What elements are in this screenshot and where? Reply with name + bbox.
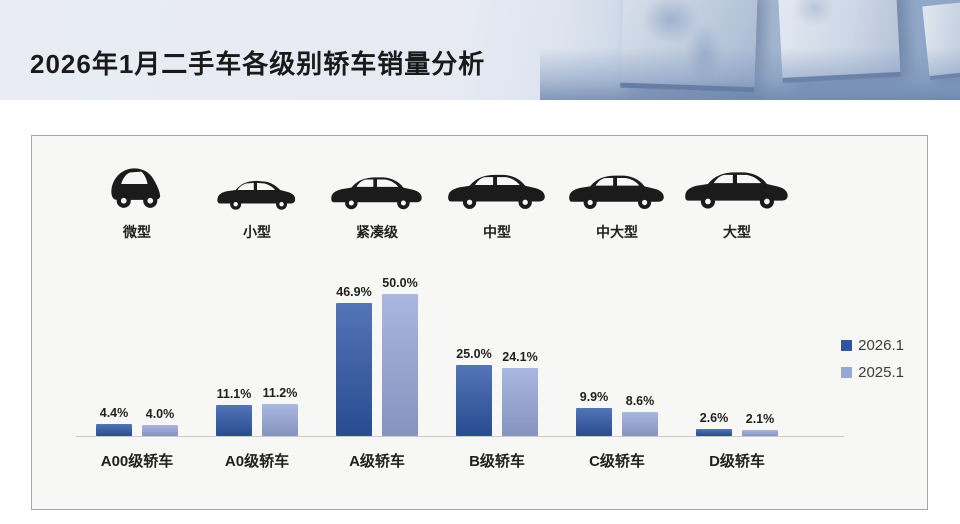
vehicle-class-column: 大型 (677, 152, 797, 242)
bar-2025-1 (142, 424, 178, 436)
bar-2025-1 (262, 404, 298, 436)
vehicle-class-column: 紧凑级 (317, 152, 437, 242)
bar-pair: 4.4% 4.0% (96, 276, 178, 436)
bar-column: 25.0% (456, 347, 492, 436)
chart-legend: 2026.1 2025.1 (841, 337, 904, 391)
bar-2026-1 (96, 423, 132, 436)
bar-value-label: 2.1% (745, 412, 775, 426)
bar-column: 11.1% (216, 386, 252, 436)
bar-column: 2.1% (742, 412, 778, 436)
bar-column: 46.9% (336, 285, 372, 436)
sedan-car-icon (329, 152, 425, 214)
bar-group: 46.9% 50.0% A级轿车 (317, 276, 437, 471)
bar-column: 24.1% (502, 350, 538, 436)
header-floor-shading (540, 48, 960, 100)
bar-2026-1 (216, 404, 252, 436)
bar-value-label: 25.0% (456, 347, 492, 361)
category-label: D级轿车 (709, 453, 765, 470)
bar-value-label: 50.0% (382, 276, 418, 290)
x-axis-line (76, 436, 844, 437)
bar-value-label: 4.4% (99, 405, 129, 420)
bar-value-label: 11.1% (216, 386, 252, 401)
vehicle-class-label: 微型 (123, 224, 151, 240)
bar-value-label: 8.6% (625, 393, 655, 408)
bar-2026-1 (336, 302, 372, 436)
bar-2025-1 (502, 367, 538, 436)
bar-column: 9.9% (576, 390, 612, 436)
hatchback-car-icon (215, 152, 299, 214)
category-label: A00级轿车 (100, 453, 174, 470)
legend-swatch (841, 367, 853, 378)
category-label: C级轿车 (589, 453, 645, 470)
bar-2025-1 (382, 294, 418, 436)
vehicle-class-label: 中大型 (596, 224, 638, 240)
bar-2026-1 (696, 428, 732, 436)
bar-value-label: 24.1% (502, 349, 538, 364)
bar-value-label: 46.9% (336, 284, 372, 299)
bar-chart: 4.4% 4.0% A00级轿车 11.1% 11.2% A0级轿车 46.9% 50.0% A… (77, 276, 797, 471)
vehicle-class-label: 大型 (723, 224, 751, 240)
bar-column: 8.6% (622, 394, 658, 436)
bar-pair: 2.6% 2.1% (696, 276, 778, 436)
bar-2025-1 (742, 430, 778, 436)
bar-pair: 9.9% 8.6% (576, 276, 658, 436)
bar-value-label: 2.6% (699, 410, 729, 425)
bar-pair: 11.1% 11.2% (216, 276, 298, 436)
vehicle-class-column: 小型 (197, 152, 317, 242)
legend-item: 2026.1 (841, 337, 904, 354)
page-title: 2026年1月二手车各级别轿车销量分析 (30, 49, 486, 79)
bar-value-label: 9.9% (579, 389, 609, 404)
micro-car-icon (106, 152, 168, 214)
vehicle-class-column: 中大型 (557, 152, 677, 242)
category-label: A级轿车 (349, 453, 405, 470)
chart-card: 微型 小型 紧凑级 中型 中大型 大型 4.4% 4.0% A00级轿车 11.1% 11.2% A… (31, 135, 928, 510)
bar-group: 25.0% 24.1% B级轿车 (437, 276, 557, 471)
sedan-car-icon (446, 152, 548, 214)
bar-2025-1 (622, 411, 658, 436)
bar-group: 2.6% 2.1% D级轿车 (677, 276, 797, 471)
bar-column: 4.0% (142, 407, 178, 436)
vehicle-class-column: 微型 (77, 152, 197, 242)
bar-column: 2.6% (696, 411, 732, 436)
bar-2026-1 (576, 407, 612, 436)
legend-label: 2025.1 (858, 364, 904, 381)
vehicle-class-label: 紧凑级 (356, 224, 398, 240)
sedan-car-icon (567, 152, 667, 214)
vehicle-class-label: 中型 (483, 224, 511, 240)
bar-2026-1 (456, 365, 492, 436)
category-label: A0级轿车 (224, 453, 290, 470)
bar-value-label: 4.0% (145, 406, 175, 421)
sedan-car-icon (683, 152, 791, 214)
bar-group: 4.4% 4.0% A00级轿车 (77, 276, 197, 471)
bar-pair: 46.9% 50.0% (336, 276, 418, 436)
legend-item: 2025.1 (841, 364, 904, 381)
bar-value-label: 11.2% (262, 386, 298, 401)
bar-pair: 25.0% 24.1% (456, 276, 538, 436)
bar-column: 50.0% (382, 276, 418, 436)
bar-column: 11.2% (262, 386, 298, 436)
vehicle-class-icon-row: 微型 小型 紧凑级 中型 中大型 大型 (77, 152, 797, 242)
header-banner: 2026年1月二手车各级别轿车销量分析 (0, 0, 960, 100)
vehicle-class-column: 中型 (437, 152, 557, 242)
legend-label: 2026.1 (858, 337, 904, 354)
bar-column: 4.4% (96, 405, 132, 436)
vehicle-class-label: 小型 (243, 224, 271, 240)
bar-group: 11.1% 11.2% A0级轿车 (197, 276, 317, 471)
bar-group: 9.9% 8.6% C级轿车 (557, 276, 677, 471)
category-label: B级轿车 (469, 453, 525, 470)
legend-swatch (841, 340, 853, 351)
